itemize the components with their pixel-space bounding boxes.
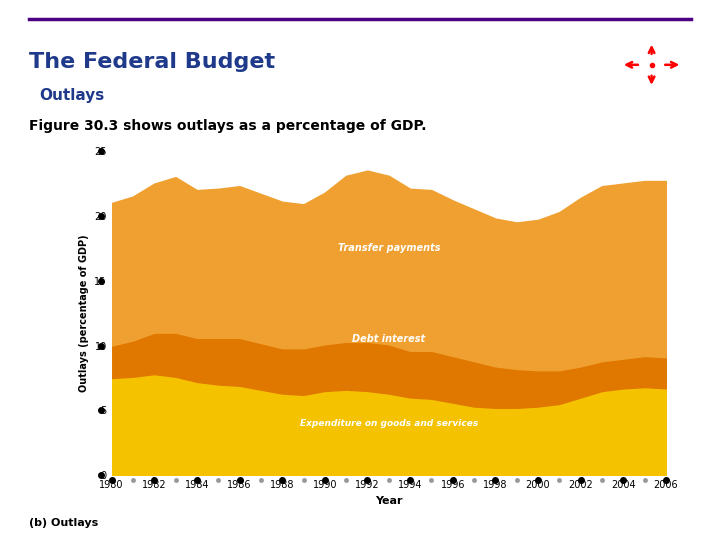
Text: Debt interest: Debt interest [352,334,426,344]
Text: Expenditure on goods and services: Expenditure on goods and services [300,419,478,428]
Text: Transfer payments: Transfer payments [338,244,440,253]
Text: (b) Outlays: (b) Outlays [29,518,98,529]
Y-axis label: Outlays (percentage of GDP): Outlays (percentage of GDP) [78,234,89,392]
Text: The Federal Budget: The Federal Budget [29,51,275,71]
X-axis label: Year: Year [375,496,402,505]
Text: Outlays: Outlays [40,88,105,103]
Text: Figure 30.3 shows outlays as a percentage of GDP.: Figure 30.3 shows outlays as a percentag… [29,119,426,133]
